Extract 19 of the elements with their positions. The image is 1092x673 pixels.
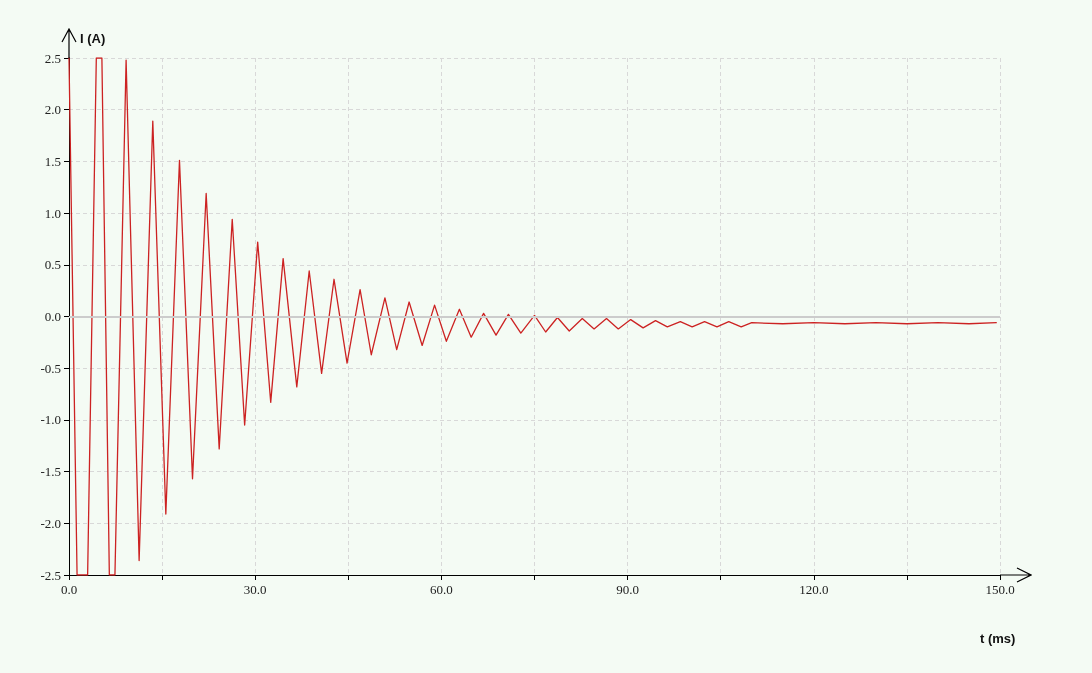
x-tick-label: 120.0 — [799, 582, 829, 597]
x-tick-label: 0.0 — [60, 582, 78, 597]
y-axis-title: I (A) — [80, 31, 106, 46]
y-tick-label: 1.0 — [44, 205, 61, 221]
y-tick-label: 0.0 — [44, 309, 61, 324]
x-tick-label: 60.0 — [430, 582, 453, 597]
y-tick-label: -0.5 — [40, 360, 61, 376]
y-tick-label: 1.5 — [44, 153, 61, 169]
y-tick-label: -1.5 — [40, 464, 61, 480]
x-tick-label: 90.0 — [616, 582, 639, 597]
y-tick-label: -1.0 — [40, 412, 61, 428]
x-tick-label: 30.0 — [243, 582, 267, 597]
x-tick-label: 150.0 — [985, 582, 1015, 597]
x-axis-title: t (ms) — [980, 631, 1016, 646]
y-tick-label: -2.0 — [40, 515, 61, 531]
y-tick-label: 2.0 — [44, 102, 61, 118]
y-tick-label: -2.5 — [40, 567, 61, 583]
y-tick-label: 2.5 — [44, 50, 61, 66]
y-tick-label: 0.5 — [44, 257, 61, 273]
